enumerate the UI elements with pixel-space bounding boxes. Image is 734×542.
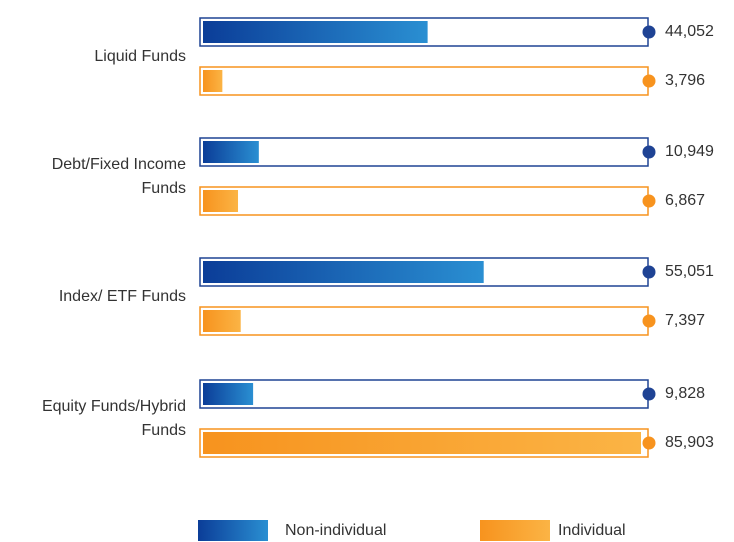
bar-end-dot xyxy=(642,25,656,39)
value-label: 85,903 xyxy=(665,434,714,451)
bar xyxy=(203,70,223,92)
bar-end-dot xyxy=(642,314,656,328)
bar xyxy=(203,310,241,332)
legend-swatch xyxy=(198,520,268,541)
bar-end-dot xyxy=(642,145,656,159)
bar-end-dot xyxy=(642,436,656,450)
value-label: 9,828 xyxy=(665,385,705,402)
legend-label: Non-individual xyxy=(285,522,386,539)
bar xyxy=(203,21,428,43)
value-label: 55,051 xyxy=(665,263,714,280)
value-label: 10,949 xyxy=(665,143,714,160)
value-label: 7,397 xyxy=(665,312,705,329)
value-label: 3,796 xyxy=(665,72,705,89)
bar-end-dot xyxy=(642,74,656,88)
bar-end-dot xyxy=(642,265,656,279)
value-label: 6,867 xyxy=(665,192,705,209)
bar-frame xyxy=(199,306,649,336)
bar xyxy=(203,190,239,212)
bar-frame xyxy=(199,379,649,409)
bar xyxy=(203,261,484,283)
bar xyxy=(203,432,641,454)
legend-label: Individual xyxy=(558,522,626,539)
bar-end-dot xyxy=(642,387,656,401)
bar-frame xyxy=(199,66,649,96)
bar xyxy=(203,383,254,405)
bar-frame xyxy=(199,186,649,216)
bar-frame xyxy=(199,137,649,167)
bar-end-dot xyxy=(642,194,656,208)
category-label: Debt/Fixed Income Funds xyxy=(51,156,186,197)
bar xyxy=(203,141,259,163)
category-label: Liquid Funds xyxy=(94,48,186,65)
category-label: Index/ ETF Funds xyxy=(58,288,186,305)
legend-swatch xyxy=(480,520,550,541)
value-label: 44,052 xyxy=(665,23,714,40)
category-label: Equity Funds/Hybrid Funds xyxy=(41,398,186,439)
